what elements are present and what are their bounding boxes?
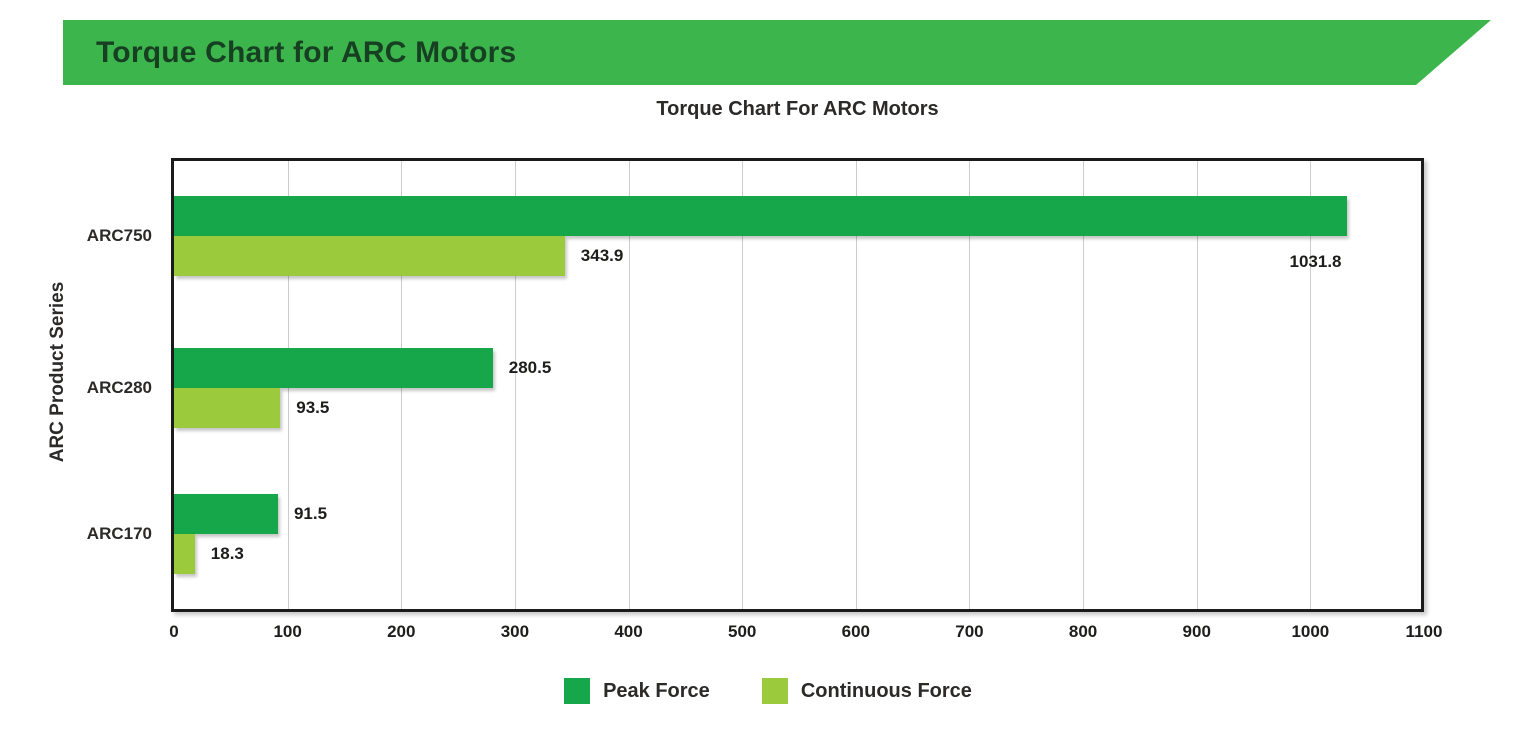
x-tick-label: 100 xyxy=(273,622,302,641)
bar-peak-arc280 xyxy=(174,348,493,388)
gridline xyxy=(855,161,857,609)
gridline xyxy=(514,161,516,609)
x-tick-label: 200 xyxy=(387,622,416,641)
x-tick-label: 600 xyxy=(841,622,870,641)
legend-swatch xyxy=(761,678,788,704)
legend-label: Continuous Force xyxy=(800,679,972,702)
x-tick-label: 900 xyxy=(1182,622,1211,641)
banner-title: Torque Chart for ARC Motors xyxy=(96,35,517,69)
gridline xyxy=(1083,161,1085,609)
category-label-arc280: ARC280 xyxy=(86,378,152,397)
x-tick-label: 1100 xyxy=(1405,622,1443,641)
category-label-arc170: ARC170 xyxy=(86,524,152,543)
legend-item-continuous-force: Continuous Force xyxy=(761,678,972,704)
category-label-arc750: ARC750 xyxy=(86,226,152,245)
bar-peak-arc170 xyxy=(174,494,278,534)
gridline xyxy=(1196,161,1198,609)
x-tick-label: 800 xyxy=(1068,622,1098,641)
x-tick-label: 400 xyxy=(614,622,643,641)
chart-title: Torque Chart For ARC Motors xyxy=(656,98,939,120)
bar-continuous-arc750 xyxy=(174,236,565,276)
x-tick-label: 1000 xyxy=(1291,622,1330,641)
legend-swatch xyxy=(564,678,591,704)
gridline xyxy=(1310,161,1312,609)
y-axis-title: ARC Product Series xyxy=(47,281,68,463)
value-label-peak-arc280: 280.5 xyxy=(508,358,552,377)
x-tick-label: 700 xyxy=(955,622,984,641)
legend-item-peak-force: Peak Force xyxy=(564,678,710,704)
legend-label: Peak Force xyxy=(603,679,710,702)
value-label-continuous-arc170: 18.3 xyxy=(210,544,244,563)
gridline xyxy=(742,161,744,609)
legend: Peak Force Continuous Force xyxy=(0,678,1536,704)
header-banner: Torque Chart for ARC Motors xyxy=(63,20,1491,85)
x-tick-label: 500 xyxy=(727,622,757,641)
bar-continuous-arc280 xyxy=(174,388,281,428)
bar-continuous-arc170 xyxy=(174,534,195,574)
gridline xyxy=(969,161,971,609)
x-tick-label: 0 xyxy=(169,622,179,641)
value-label-continuous-arc750: 343.9 xyxy=(580,246,624,265)
value-label-continuous-arc280: 93.5 xyxy=(296,398,330,417)
bar-peak-arc750 xyxy=(174,196,1347,236)
gridline xyxy=(628,161,630,609)
x-tick-label: 300 xyxy=(500,622,530,641)
value-label-peak-arc750: 1031.8 xyxy=(1289,252,1342,271)
value-label-peak-arc170: 91.5 xyxy=(293,504,328,523)
